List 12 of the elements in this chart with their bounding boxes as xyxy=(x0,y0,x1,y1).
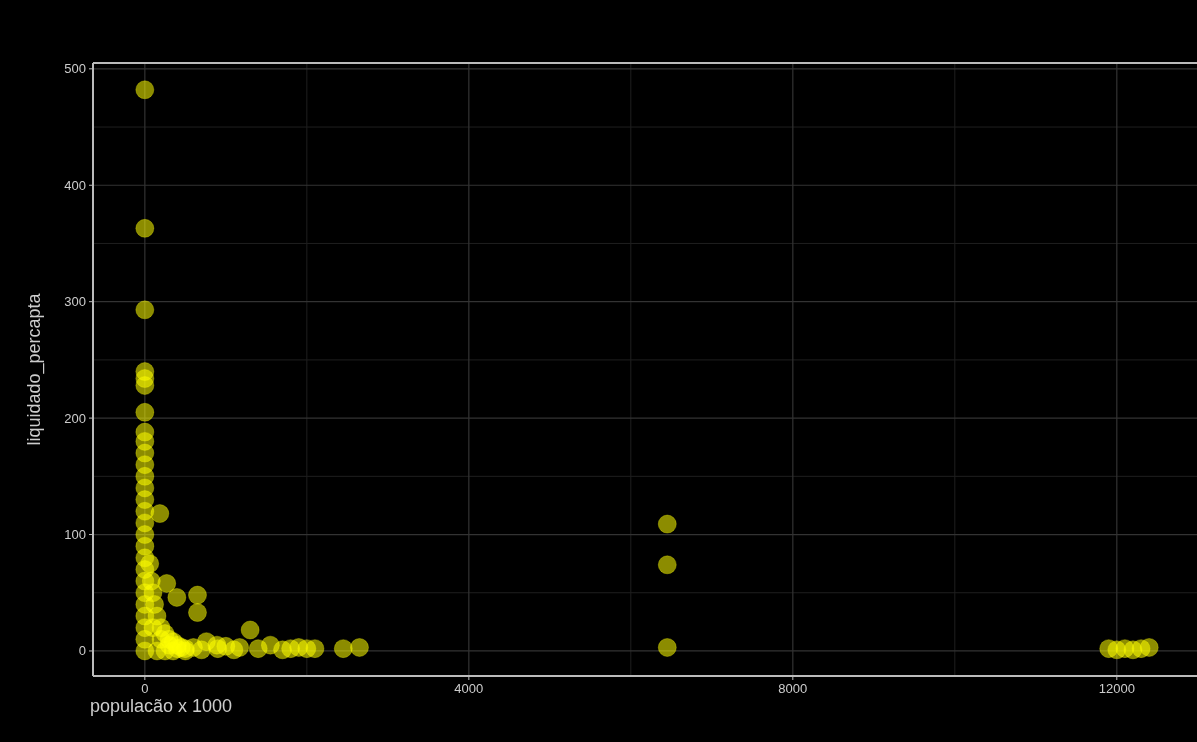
x-tick-label: 4000 xyxy=(454,681,484,696)
y-axis-title: liquidado_percapta xyxy=(24,292,45,446)
y-tick-label: 0 xyxy=(78,643,86,659)
y-tick-label: 400 xyxy=(64,177,86,193)
y-tick-label: 100 xyxy=(64,527,86,543)
x-axis-title: populacão x 1000 xyxy=(90,696,233,716)
x-tick-label: 0 xyxy=(141,681,149,696)
y-tick-label: 500 xyxy=(64,61,86,77)
y-tick-label: 200 xyxy=(64,410,86,426)
x-tick-label: 12000 xyxy=(1098,681,1135,696)
x-tick-label: 8000 xyxy=(778,681,808,696)
y-tick-label: 300 xyxy=(64,294,86,310)
